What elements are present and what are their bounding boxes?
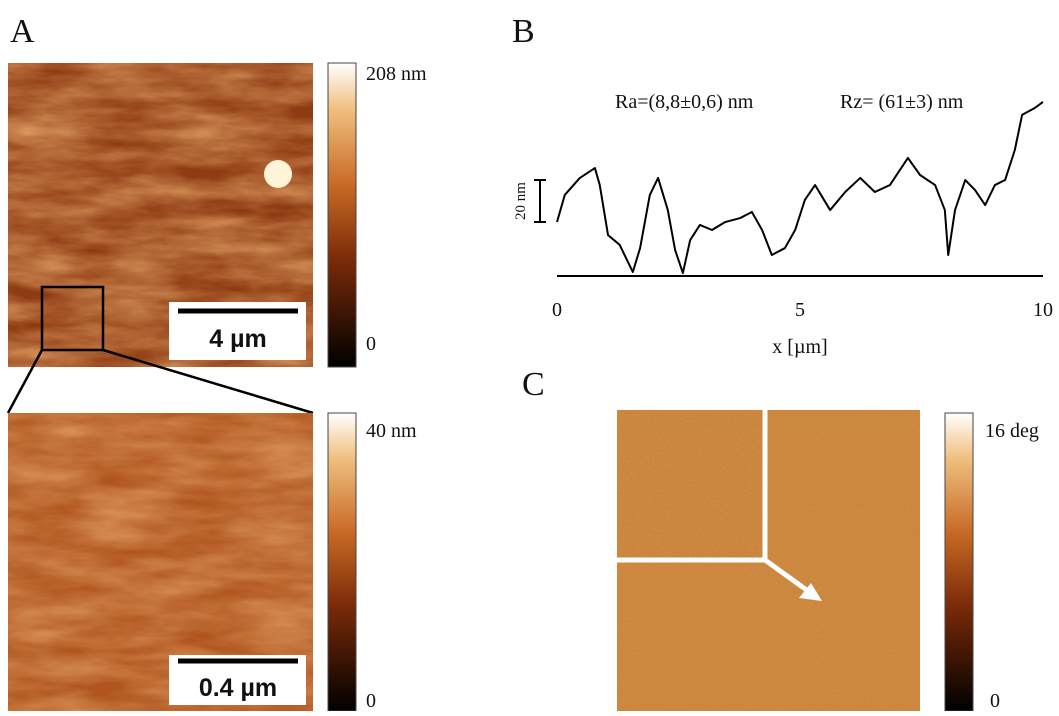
- annotation: Rz= (61±3) nm: [840, 91, 964, 113]
- panel-label: B: [512, 13, 535, 50]
- particle: [264, 160, 292, 188]
- colorbar-max: 16 deg: [985, 420, 1039, 442]
- colorbar-min: 0: [990, 690, 1000, 711]
- profile-line: [557, 102, 1043, 273]
- panel-label: A: [10, 13, 35, 50]
- colorbar: [945, 413, 973, 711]
- x-tick-label: 5: [795, 299, 805, 321]
- colorbar-min: 0: [366, 333, 376, 355]
- colorbar: [328, 413, 356, 711]
- scale-bar-label: 20 nm: [513, 182, 529, 220]
- x-axis-label: x [µm]: [772, 336, 827, 358]
- panel-label: C: [522, 366, 545, 403]
- scale-bar-label: 0.4 µm: [199, 674, 277, 702]
- colorbar-max: 40 nm: [366, 420, 417, 442]
- plot: 0 5 10: [534, 102, 1053, 321]
- scale-bar-label: 4 µm: [209, 325, 266, 353]
- x-tick-label: 10: [1033, 299, 1053, 321]
- colorbar-min: 0: [366, 690, 376, 711]
- colorbar: [328, 63, 356, 367]
- inset-image: [617, 410, 765, 560]
- colorbar-max: 208 nm: [366, 63, 427, 85]
- figure: A 4 µm 208 nm 0 0.4 µm 40 nm 0 B Ra=(8,8…: [0, 0, 1059, 711]
- x-tick-label: 0: [552, 299, 562, 321]
- annotation: Ra=(8,8±0,6) nm: [615, 91, 754, 113]
- scale-bar: [534, 180, 546, 222]
